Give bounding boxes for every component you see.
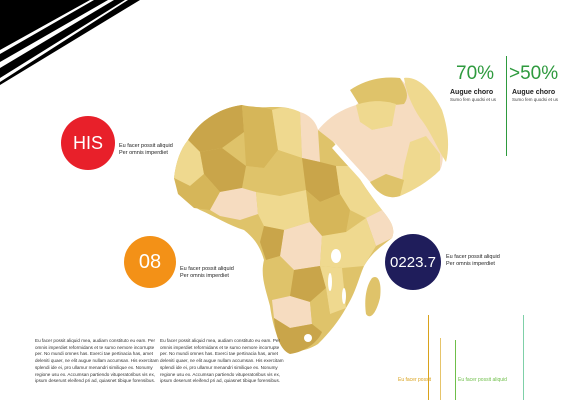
body-paragraph-2: Eu facer possit aliquid mea, audiam cons… (160, 338, 284, 384)
stat-value: >50% (509, 63, 559, 84)
bottom-label-1: Eu facer possit (398, 377, 432, 383)
callout-line1: Eu facer possit aliquid (446, 254, 500, 260)
badge-text: 0223.7 (390, 253, 436, 271)
africa-middle-east-map (174, 77, 449, 354)
stat-block-1: 70% Augue choro Sumo fem quodsi et us (450, 64, 506, 103)
stat-subtext: Sumo fem quodsi et us (450, 97, 497, 102)
accent-line-gold-2 (440, 338, 441, 400)
bottom-label-2: Eu facer possit aliquid (458, 377, 507, 383)
stat-block-2: >50% Augue choro Sumo fem quodsi et us (509, 64, 565, 103)
callout-line2: Per omnis imperdiet (446, 261, 495, 267)
madagascar-island (365, 276, 381, 317)
stat-label: Augue choro (450, 89, 494, 96)
callout-line1: Eu facer possit aliquid (180, 266, 234, 272)
callout-line1: Eu facer possit aliquid (119, 143, 173, 149)
accent-line-green-1 (455, 340, 456, 400)
callout-text-2: Eu facer possit aliquid Per omnis imperd… (180, 266, 260, 280)
stat-subtext: Sumo fem quodsi et us (512, 97, 559, 102)
accent-line-gold-1 (428, 315, 429, 400)
divider-line (506, 56, 507, 156)
body-paragraph-1: Eu facer possit aliquid mea, audiam cons… (35, 338, 159, 384)
corner-stripes-graphic (0, 0, 140, 85)
badge-text: 08 (138, 250, 162, 273)
badge-text: HIS (72, 132, 103, 153)
stat-label: Augue choro (512, 89, 556, 96)
badge-0223: 0223.7 (385, 234, 441, 290)
callout-line2: Per omnis imperdiet (180, 273, 229, 279)
stat-value: 70% (456, 63, 495, 84)
callout-text-3: Eu facer possit aliquid Per omnis imperd… (446, 254, 526, 268)
accent-line-green-2 (523, 315, 524, 400)
callout-line2: Per omnis imperdiet (119, 150, 168, 156)
badge-his: HIS (61, 116, 115, 170)
badge-08: 08 (124, 236, 176, 288)
callout-text-1: Eu facer possit aliquid Per omnis imperd… (119, 143, 199, 157)
